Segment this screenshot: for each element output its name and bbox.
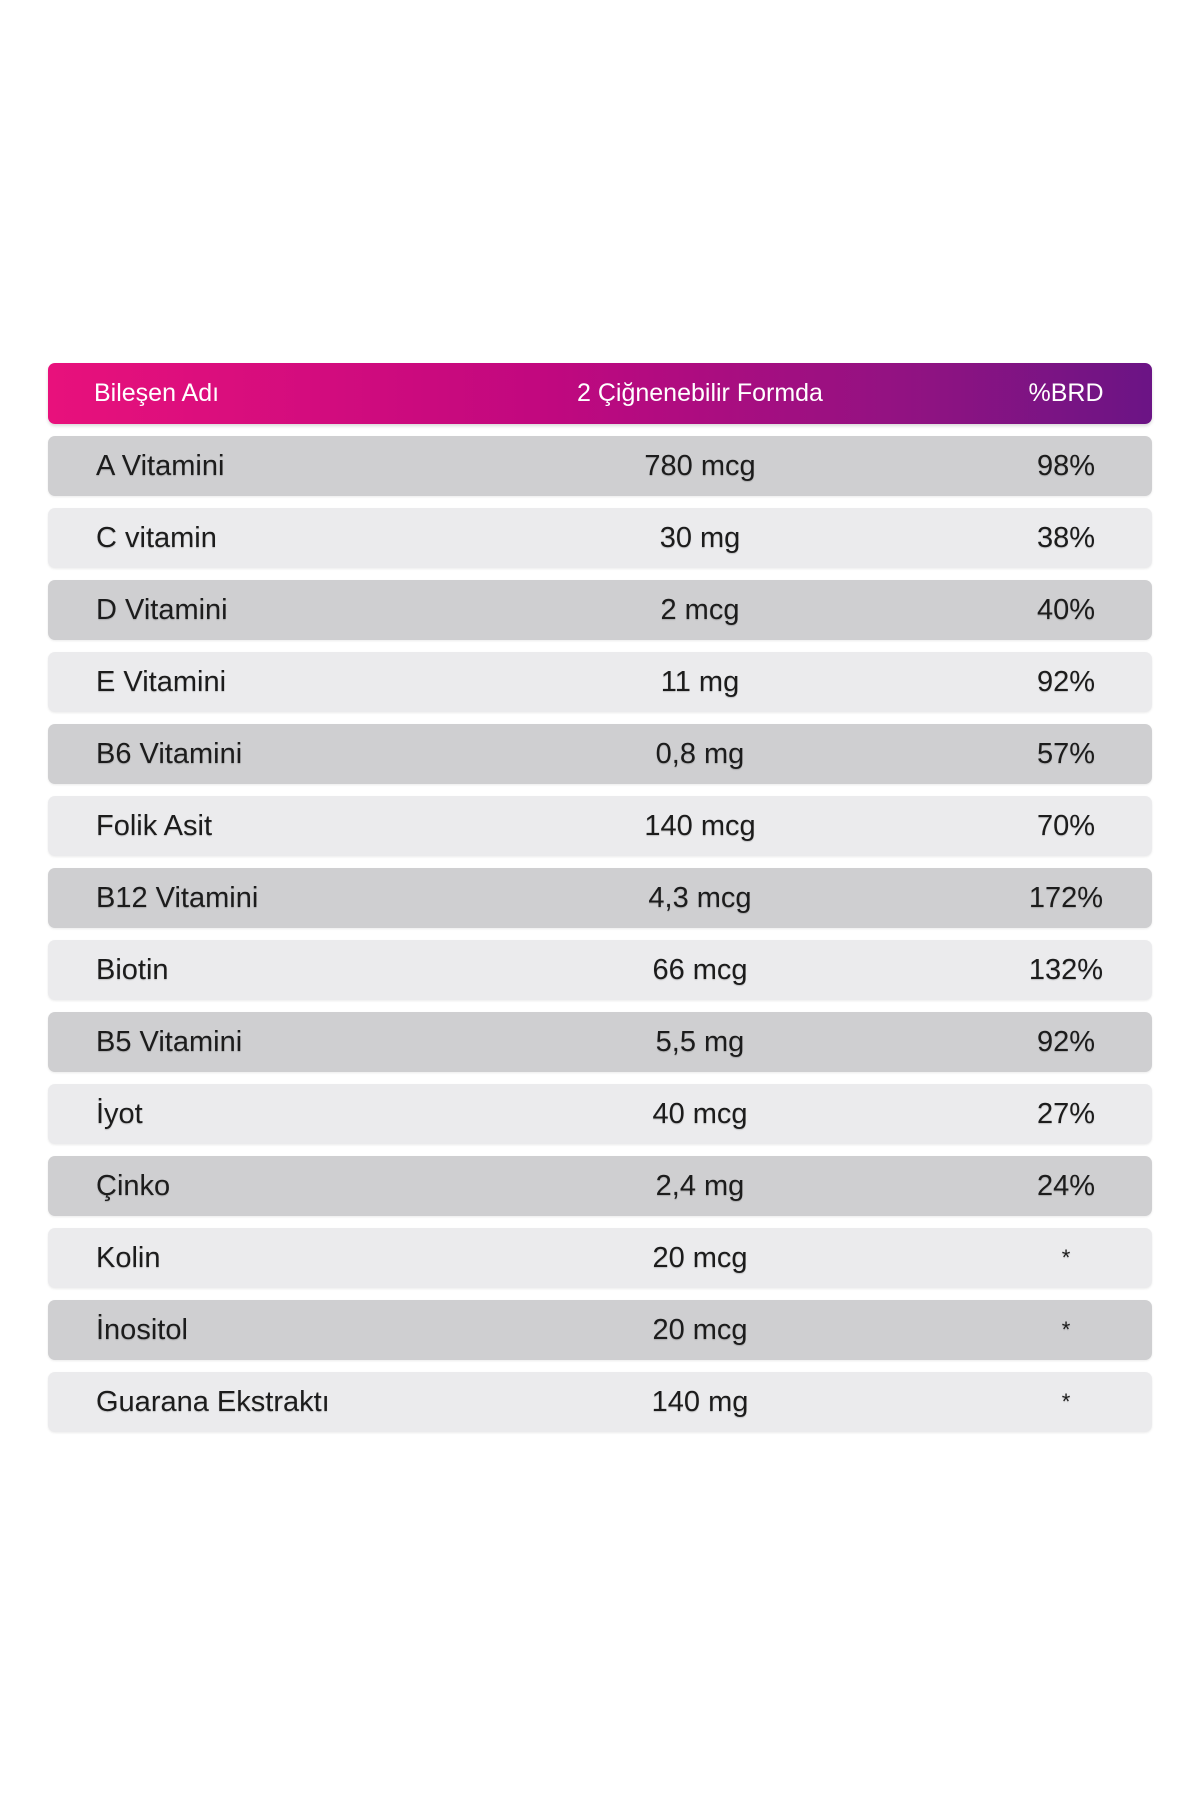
ingredient-name: Folik Asit [96,809,213,842]
table-row: İyot 40 mcg 27% [48,1084,1152,1144]
table-row: Kolin 20 mcg * [48,1228,1152,1288]
ingredient-rda-percent: 92% [1036,1025,1096,1058]
ingredient-name: Guarana Ekstraktı [96,1385,330,1418]
ingredient-amount: 780 mcg [644,449,756,482]
ingredient-amount: 140 mcg [644,809,756,842]
ingredient-name: B5 Vitamini [96,1025,243,1058]
ingredient-name: A Vitamini [96,449,225,482]
ingredient-name: İyot [96,1097,143,1130]
header-rda-percent: %BRD [1028,379,1104,407]
table-row: C vitamin 30 mg 38% [48,508,1152,568]
ingredient-name: İnositol [96,1313,188,1346]
header-ingredient-name: Bileşen Adı [94,379,220,407]
ingredient-amount: 11 mg [660,665,740,698]
ingredient-name: B12 Vitamini [96,881,259,914]
ingredient-name: Çinko [96,1169,171,1202]
ingredient-amount: 30 mg [659,521,741,554]
ingredient-amount: 0,8 mg [655,737,745,770]
table-row: B5 Vitamini 5,5 mg 92% [48,1012,1152,1072]
table-row: Biotin 66 mcg 132% [48,940,1152,1000]
ingredient-rda-percent: 38% [1036,521,1096,554]
nutrition-table: Bileşen Adı 2 Çiğnenebilir Formda %BRD A… [48,363,1152,1432]
ingredient-name: Kolin [96,1241,161,1274]
table-row: Çinko 2,4 mg 24% [48,1156,1152,1216]
ingredient-rda-percent: 172% [1028,881,1104,914]
ingredient-rda-percent: * [1061,1317,1071,1342]
ingredient-rda-percent: 57% [1036,737,1096,770]
ingredient-amount: 40 mcg [652,1097,748,1130]
table-row: B12 Vitamini 4,3 mcg 172% [48,868,1152,928]
ingredient-amount: 140 mg [651,1385,749,1418]
ingredient-amount: 2,4 mg [655,1169,745,1202]
ingredient-rda-percent: 27% [1036,1097,1096,1130]
table-row: B6 Vitamini 0,8 mg 57% [48,724,1152,784]
table-row: Guarana Ekstraktı 140 mg * [48,1372,1152,1432]
ingredient-rda-percent: 40% [1036,593,1096,626]
ingredient-rda-percent: 98% [1036,449,1096,482]
ingredient-amount: 5,5 mg [655,1025,745,1058]
table-row: İnositol 20 mcg * [48,1300,1152,1360]
ingredient-amount: 66 mcg [652,953,748,986]
ingredient-rda-percent: * [1061,1389,1071,1414]
table-row: E Vitamini 11 mg 92% [48,652,1152,712]
ingredient-name: Biotin [96,953,169,986]
ingredient-name: B6 Vitamini [96,737,243,770]
ingredient-amount: 20 mcg [652,1241,748,1274]
ingredient-amount: 2 mcg [660,593,740,626]
ingredient-amount: 4,3 mcg [648,881,752,914]
ingredient-rda-percent: 24% [1036,1169,1096,1202]
table-header: Bileşen Adı 2 Çiğnenebilir Formda %BRD [48,363,1152,424]
ingredient-rda-percent: 132% [1028,953,1104,986]
table-row: A Vitamini 780 mcg 98% [48,436,1152,496]
header-amount: 2 Çiğnenebilir Formda [577,379,823,407]
ingredient-name: E Vitamini [96,665,227,698]
ingredient-rda-percent: 70% [1036,809,1096,842]
ingredient-rda-percent: * [1061,1245,1071,1270]
ingredient-amount: 20 mcg [652,1313,748,1346]
ingredient-name: D Vitamini [96,593,228,626]
ingredient-rda-percent: 92% [1036,665,1096,698]
table-row: Folik Asit 140 mcg 70% [48,796,1152,856]
table-row: D Vitamini 2 mcg 40% [48,580,1152,640]
ingredient-name: C vitamin [96,521,217,554]
